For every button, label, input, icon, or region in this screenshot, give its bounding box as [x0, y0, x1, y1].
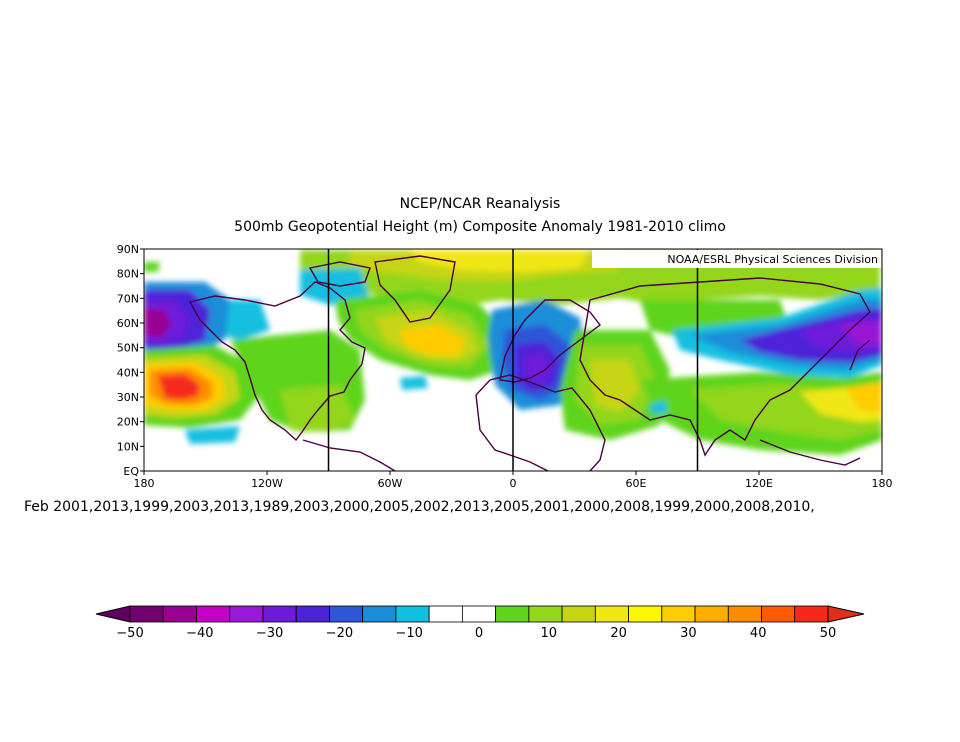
- anomaly-contours: [144, 250, 882, 455]
- colorbar-swatch: [362, 605, 397, 623]
- lat-tick-label: 20N: [117, 416, 139, 429]
- lat-tick-label: 70N: [117, 292, 139, 305]
- composite-years-caption: Feb 2001,2013,1999,2003,2013,1989,2003,2…: [24, 499, 815, 515]
- colorbar-swatch: [428, 605, 463, 623]
- colorbar-swatch: [761, 605, 796, 623]
- lat-tick-label: 30N: [117, 391, 139, 404]
- lat-tick-label: 80N: [117, 268, 139, 281]
- colorbar-label: 0: [475, 626, 483, 641]
- colorbar-high-arrow: [827, 605, 865, 623]
- lat-tick-label: EQ: [123, 465, 139, 478]
- lon-tick-label: 60W: [378, 477, 403, 490]
- lon-tick-label: 0: [510, 477, 517, 490]
- colorbar-swatch: [129, 605, 164, 623]
- colorbar-label: −20: [326, 626, 353, 641]
- lat-tick-label: 90N: [117, 243, 139, 256]
- chart-subtitle: 500mb Geopotential Height (m) Composite …: [234, 219, 726, 235]
- colorbar-swatch: [694, 605, 729, 623]
- colorbar-label: 20: [610, 626, 627, 641]
- lat-tick-label: 40N: [117, 366, 139, 379]
- colorbar-swatch: [528, 605, 563, 623]
- colorbar-swatch: [395, 605, 430, 623]
- colorbar-label: −40: [186, 626, 213, 641]
- lat-tick-label: 10N: [117, 440, 139, 453]
- colorbar-swatch: [628, 605, 663, 623]
- colorbar-low-arrow: [95, 605, 131, 623]
- colorbar-label: −30: [256, 626, 283, 641]
- lon-tick-label: 120E: [745, 477, 773, 490]
- colorbar-label: 10: [541, 626, 558, 641]
- colorbar-swatch: [661, 605, 696, 623]
- credit-text: NOAA/ESRL Physical Sciences Division: [667, 253, 878, 266]
- colorbar-label: −10: [395, 626, 422, 641]
- colorbar-swatch: [561, 605, 596, 623]
- lat-tick-label: 50N: [117, 342, 139, 355]
- colorbar-swatch: [495, 605, 530, 623]
- lon-tick-label: 60E: [626, 477, 647, 490]
- lon-tick-label: 180: [134, 477, 155, 490]
- reference-meridians: [327, 249, 699, 471]
- colorbar-swatch: [196, 605, 231, 623]
- lon-tick-label: 120W: [251, 477, 283, 490]
- colorbar-label: 30: [680, 626, 697, 641]
- latitude-axis: EQ 10N 20N 30N 40N 50N 60N 70N 80N 90N: [117, 243, 144, 478]
- colorbar-swatch: [794, 605, 829, 623]
- colorbar-swatch: [162, 605, 197, 623]
- colorbar-swatch: [727, 605, 762, 623]
- colorbar-label: −50: [116, 626, 143, 641]
- chart-title: NCEP/NCAR Reanalysis: [399, 196, 561, 212]
- colorbar-swatch: [329, 605, 364, 623]
- coastlines: [188, 255, 871, 471]
- colorbar-swatch: [461, 605, 497, 623]
- lat-tick-label: 60N: [117, 317, 139, 330]
- longitude-axis: 180 120W 60W 0 60E 120E 180: [134, 471, 893, 490]
- colorbar-label: 40: [750, 626, 767, 641]
- credit-box: [592, 250, 881, 268]
- lon-tick-label: 180: [872, 477, 893, 490]
- colorbar-swatch: [594, 605, 629, 623]
- colorbar: −50 −40 −30 −20 −10 0 10 20 30 40 50: [95, 605, 865, 641]
- colorbar-swatch: [295, 605, 330, 623]
- colorbar-label: 50: [820, 626, 837, 641]
- colorbar-swatch: [262, 605, 297, 623]
- colorbar-swatch: [229, 605, 264, 623]
